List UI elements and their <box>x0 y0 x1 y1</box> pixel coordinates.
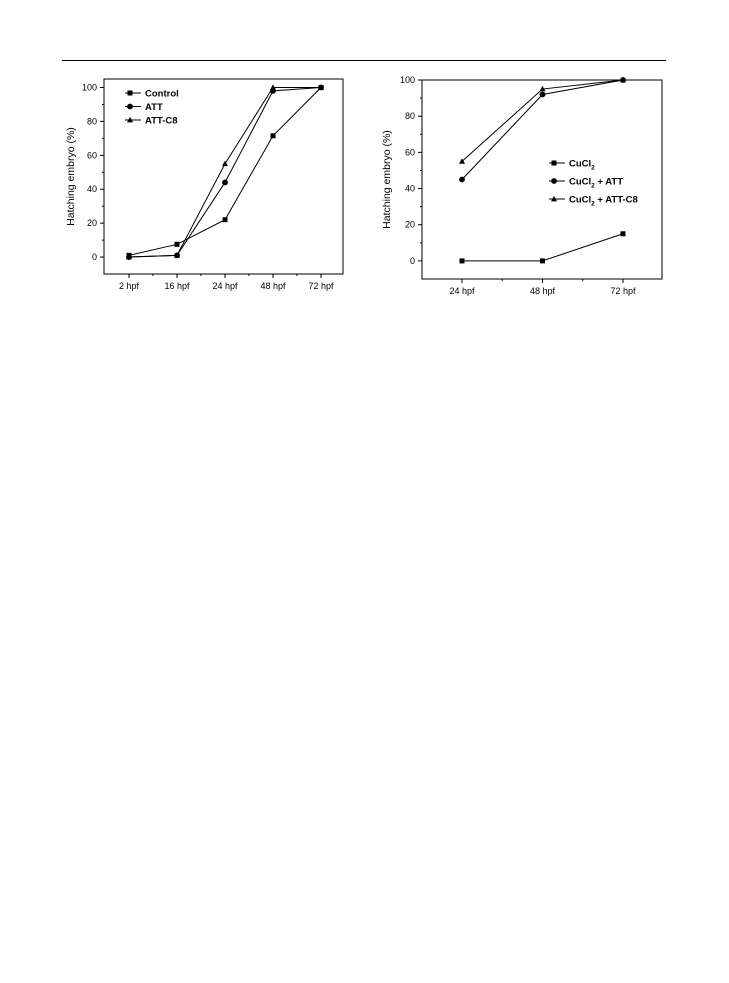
x-tick-label: 24 hpf <box>449 286 475 296</box>
y-tick-label: 60 <box>405 147 415 157</box>
data-point-0-3 <box>270 133 276 139</box>
y-tick-label: 100 <box>400 75 415 85</box>
data-point-1-0 <box>459 176 465 183</box>
y-tick-label: 20 <box>405 220 415 230</box>
x-tick-label: 72 hpf <box>610 286 636 296</box>
y-axis-title: Hatching embryo (%) <box>65 127 77 226</box>
legend-label-1: ATT <box>145 102 163 113</box>
legend-marker-2 <box>127 116 133 123</box>
data-point-2-4 <box>318 84 324 90</box>
legend-marker-0 <box>127 90 133 96</box>
legend-marker-0 <box>551 160 557 166</box>
y-tick-label: 60 <box>87 150 97 160</box>
legend-marker-1 <box>551 178 557 184</box>
x-tick-label: 24 hpf <box>212 281 238 291</box>
data-point-2-1 <box>174 252 180 258</box>
legend-marker-1 <box>127 103 133 110</box>
y-tick-label: 80 <box>405 111 415 121</box>
x-tick-label: 16 hpf <box>164 281 190 291</box>
data-point-2-0 <box>459 158 465 164</box>
legend-marker-2 <box>551 195 557 202</box>
plot-frame <box>421 79 663 280</box>
data-point-0-0 <box>459 258 465 264</box>
y-tick-label: 40 <box>405 184 415 194</box>
legend-label-0: Control <box>145 89 179 100</box>
data-point-2-1 <box>539 85 546 92</box>
data-point-2-2 <box>620 76 626 83</box>
data-point-2-3 <box>270 84 276 90</box>
data-point-0-1 <box>174 241 180 247</box>
plot-frame <box>103 78 344 275</box>
legend-label-2: CuCl2 + ATT-C8 <box>569 195 638 208</box>
data-point-0-2 <box>620 231 626 237</box>
page-header-rule <box>62 60 666 61</box>
y-tick-label: 80 <box>87 116 97 126</box>
data-point-2-2 <box>222 160 228 167</box>
y-tick-label: 20 <box>87 218 97 228</box>
data-point-0-2 <box>222 217 228 223</box>
data-point-1-2 <box>222 179 228 186</box>
data-point-2-0 <box>126 253 132 260</box>
y-tick-label: 40 <box>87 184 97 194</box>
x-tick-label: 72 hpf <box>308 281 334 291</box>
y-tick-label: 0 <box>410 256 415 266</box>
data-point-0-1 <box>540 258 545 264</box>
x-tick-label: 48 hpf <box>530 286 556 296</box>
data-point-1-1 <box>539 91 546 98</box>
y-axis-title: Hatching embryo (%) <box>381 130 393 229</box>
series-line-0 <box>462 233 624 262</box>
y-tick-label: 100 <box>82 82 97 92</box>
legend-label-1: CuCl2 + ATT <box>569 177 623 190</box>
y-tick-label: 0 <box>92 252 97 262</box>
legend-label-2: ATT-C8 <box>145 116 178 127</box>
x-tick-label: 2 hpf <box>119 281 140 291</box>
x-tick-label: 48 hpf <box>260 281 286 291</box>
legend-label-0: CuCl2 <box>569 159 595 172</box>
